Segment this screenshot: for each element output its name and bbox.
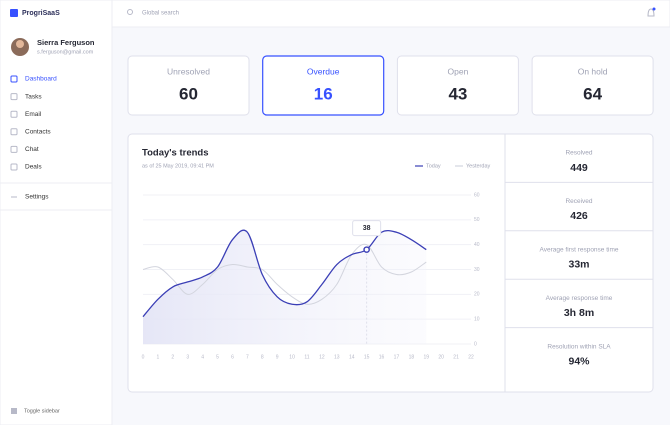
nav-link[interactable]: Email <box>25 111 42 118</box>
legend-label: Today <box>426 163 441 169</box>
x-tick-label: 5 <box>216 354 219 360</box>
x-tick-label: 11 <box>304 354 309 360</box>
x-tick-label: 14 <box>349 354 355 360</box>
user-name: Sierra Ferguson <box>37 38 95 47</box>
nav-link[interactable]: Dashboard <box>25 76 57 83</box>
sidebar <box>0 0 113 425</box>
stat-label: Average response time <box>546 295 613 302</box>
stat-label: Received <box>565 198 592 205</box>
nav-link[interactable]: Chat <box>25 146 39 153</box>
topbar <box>111 0 670 28</box>
kpi-value: 60 <box>179 84 198 103</box>
y-tick-label: 0 <box>474 341 477 347</box>
settings-link[interactable]: Settings <box>25 194 49 201</box>
x-tick-label: 15 <box>364 354 370 360</box>
logo-icon <box>10 9 18 17</box>
nav-link[interactable]: Deals <box>25 164 42 171</box>
area <box>143 230 427 344</box>
kpi-value: 64 <box>583 84 602 103</box>
y-tick-label: 30 <box>474 267 480 273</box>
x-tick-label: 3 <box>186 354 189 360</box>
y-tick-label: 20 <box>474 292 480 298</box>
x-tick-label: 21 <box>453 354 459 360</box>
chart-title: Today's trends <box>142 148 209 159</box>
legend-label: Yesterday <box>466 163 491 169</box>
stat-value: 3h 8m <box>564 307 594 319</box>
x-tick-label: 1 <box>157 354 160 360</box>
search-icon <box>127 9 133 15</box>
nav-icon <box>10 145 18 153</box>
x-tick-label: 2 <box>171 354 174 360</box>
kpi-label: Unresolved <box>167 66 210 76</box>
bell-dot <box>652 7 656 11</box>
x-tick-label: 17 <box>394 354 400 360</box>
nav-icon <box>10 128 18 136</box>
stat-value: 426 <box>570 210 588 222</box>
y-tick-label: 60 <box>474 192 480 198</box>
user-email: s.ferguson@gmail.com <box>37 49 94 55</box>
y-tick-label: 40 <box>474 242 480 248</box>
toggle-icon <box>11 408 17 414</box>
nav-link[interactable]: Tasks <box>25 93 42 100</box>
search-input[interactable]: Global search <box>142 11 179 17</box>
x-tick-label: 6 <box>231 354 234 360</box>
kpi-value: 43 <box>448 84 467 103</box>
x-tick-label: 12 <box>319 354 325 360</box>
avatar-face <box>16 40 24 48</box>
kpi-label: On hold <box>578 66 608 76</box>
bell-icon[interactable] <box>647 8 655 17</box>
y-tick-label: 50 <box>474 217 480 223</box>
x-tick-label: 16 <box>379 354 385 360</box>
line <box>142 243 427 305</box>
kpi-card[interactable] <box>262 55 385 116</box>
nav-icon <box>10 163 18 171</box>
x-tick-label: 20 <box>438 354 444 360</box>
nav-link[interactable]: Contacts <box>25 129 51 136</box>
x-tick-label: 10 <box>289 354 295 360</box>
stat-value: 94% <box>568 355 590 367</box>
tooltip <box>352 220 382 237</box>
app-name: ProgriSaaS <box>22 10 60 17</box>
tooltip-value: 38 <box>363 225 371 232</box>
x-tick-label: 22 <box>468 354 474 360</box>
hover-point <box>363 246 370 253</box>
kpi-card[interactable] <box>396 55 519 116</box>
nav-icon <box>10 75 18 83</box>
toggle-sidebar[interactable]: Toggle sidebar <box>24 408 60 414</box>
x-tick-label: 19 <box>423 354 429 360</box>
y-tick-label: 10 <box>474 316 480 322</box>
stat-label: Average first response time <box>540 247 619 254</box>
kpi-value: 16 <box>314 84 333 103</box>
x-tick-label: 18 <box>409 354 415 360</box>
stat-label: Resolved <box>565 150 592 157</box>
stat-value: 449 <box>570 162 588 174</box>
stat-label: Resolution within SLA <box>547 343 611 350</box>
x-tick-label: 8 <box>261 354 264 360</box>
nav-icon <box>10 110 18 118</box>
x-tick-label: 4 <box>201 354 204 360</box>
x-tick-label: 7 <box>246 354 249 360</box>
x-tick-label: 13 <box>334 354 340 360</box>
kpi-label: Overdue <box>307 66 340 76</box>
nav-icon <box>10 93 18 101</box>
kpi-card[interactable] <box>531 55 654 116</box>
x-tick-label: 9 <box>276 354 279 360</box>
stat-value: 33m <box>568 259 589 271</box>
kpi-card[interactable] <box>127 55 250 116</box>
kpi-label: Open <box>448 66 469 76</box>
chart-subtitle: as of 25 May 2019, 09:41 PM <box>142 163 214 169</box>
x-tick-label: 0 <box>142 354 145 360</box>
